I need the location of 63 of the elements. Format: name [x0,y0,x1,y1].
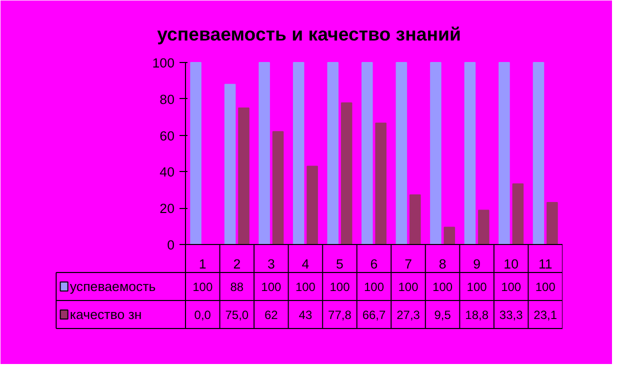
bar [292,62,304,245]
bar [375,122,386,245]
data-label: 100 [398,280,419,294]
data-label: 23,1 [534,308,558,322]
data-label: 75,0 [225,308,249,322]
bar [464,62,476,245]
x-tick-label: 4 [302,256,310,272]
data-label: 100 [192,280,213,294]
y-tick-label: 100 [152,56,175,70]
y-tick-label: 40 [160,164,175,180]
data-label: 100 [295,280,316,294]
x-tick-label: 1 [198,256,206,272]
data-label: 100 [364,280,384,294]
y-tick-label: 80 [160,92,175,107]
data-label: 100 [432,280,453,294]
data-label: 100 [535,280,556,294]
bar [430,62,442,245]
x-tick-label: 7 [404,256,412,272]
bar [444,226,456,245]
x-tick-label: 6 [370,256,378,272]
data-label: 88 [230,280,244,294]
bar [272,131,284,245]
legend-label: успеваемость [70,279,156,294]
data-label: 27,3 [396,308,420,322]
data-label: 0,0 [194,308,212,322]
x-tick-label: 2 [233,256,241,272]
data-label: 33,3 [499,308,524,322]
data-label: 100 [466,280,488,294]
x-tick-label: 11 [538,256,552,272]
bar [362,62,373,245]
x-tick-label: 8 [438,256,446,272]
bar [409,194,421,245]
bar [327,62,339,245]
data-label: 100 [261,280,282,294]
y-tick-label: 0 [167,238,175,252]
data-label: 66,7 [362,308,386,322]
data-label: 43 [298,308,312,322]
data-label: 77,8 [328,308,352,322]
bar [396,62,408,245]
bar [238,108,250,245]
y-tick-label: 20 [160,201,175,216]
bar [532,62,544,245]
bar [258,62,270,245]
bar [190,62,202,245]
data-label: 18,8 [465,308,489,322]
data-label: 100 [330,280,350,294]
bar [546,202,558,245]
x-tick-label: 9 [473,256,481,272]
chart-title: успеваемость и качество знаний [157,24,461,44]
bar [478,210,490,245]
bar [498,62,510,245]
x-tick-label: 3 [267,256,275,272]
data-label: 62 [264,308,278,322]
data-label: 9,5 [434,308,452,322]
x-tick-label: 5 [336,256,344,272]
bar [306,166,318,245]
legend-label: качество зн [70,307,142,322]
y-tick-label: 60 [160,128,175,144]
bar [340,102,352,245]
x-tick-label: 10 [504,256,519,272]
bar [224,84,236,245]
bar [512,183,524,245]
data-label: 100 [501,280,522,294]
